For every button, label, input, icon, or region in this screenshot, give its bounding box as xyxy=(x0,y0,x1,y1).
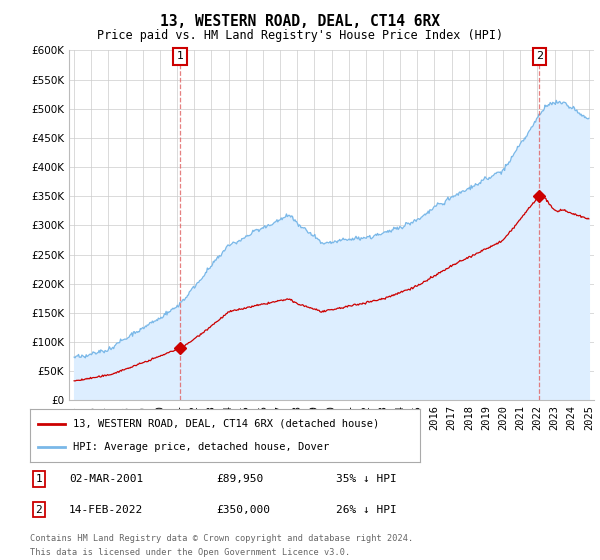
Text: 13, WESTERN ROAD, DEAL, CT14 6RX (detached house): 13, WESTERN ROAD, DEAL, CT14 6RX (detach… xyxy=(73,419,379,429)
Text: 1: 1 xyxy=(176,51,184,61)
Text: £350,000: £350,000 xyxy=(216,505,270,515)
Text: 26% ↓ HPI: 26% ↓ HPI xyxy=(336,505,397,515)
Text: Price paid vs. HM Land Registry's House Price Index (HPI): Price paid vs. HM Land Registry's House … xyxy=(97,29,503,42)
Text: 14-FEB-2022: 14-FEB-2022 xyxy=(69,505,143,515)
Text: 1: 1 xyxy=(35,474,43,484)
Text: 2: 2 xyxy=(536,51,543,61)
Text: HPI: Average price, detached house, Dover: HPI: Average price, detached house, Dove… xyxy=(73,442,329,452)
Text: 2: 2 xyxy=(35,505,43,515)
Text: 13, WESTERN ROAD, DEAL, CT14 6RX: 13, WESTERN ROAD, DEAL, CT14 6RX xyxy=(160,14,440,29)
Text: 02-MAR-2001: 02-MAR-2001 xyxy=(69,474,143,484)
Text: 35% ↓ HPI: 35% ↓ HPI xyxy=(336,474,397,484)
Text: £89,950: £89,950 xyxy=(216,474,263,484)
Text: This data is licensed under the Open Government Licence v3.0.: This data is licensed under the Open Gov… xyxy=(30,548,350,557)
Text: Contains HM Land Registry data © Crown copyright and database right 2024.: Contains HM Land Registry data © Crown c… xyxy=(30,534,413,543)
